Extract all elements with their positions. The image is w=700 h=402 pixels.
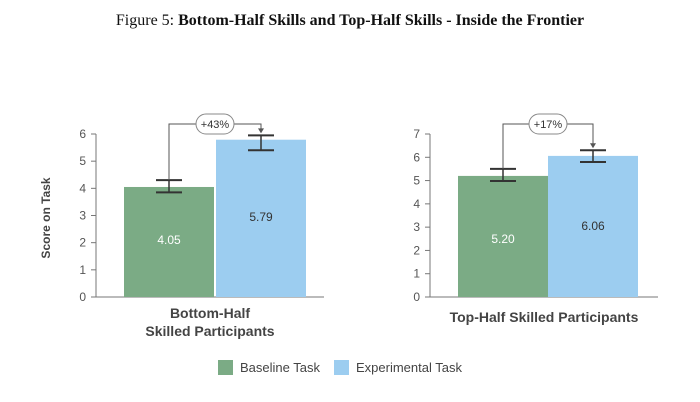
y-tick-label: 5 — [413, 174, 420, 188]
y-tick-label: 0 — [79, 290, 86, 304]
y-tick-label: 3 — [79, 209, 86, 223]
annotation-arrowhead — [590, 143, 596, 149]
data-label: 5.20 — [491, 232, 515, 246]
bar-experimental — [548, 155, 638, 297]
data-label: 4.05 — [157, 233, 181, 247]
y-tick-label: 3 — [413, 220, 420, 234]
bar-experimental — [216, 139, 306, 297]
y-tick-label: 2 — [413, 243, 420, 257]
legend: Baseline Task Experimental Task — [218, 360, 462, 375]
bar-baseline — [458, 175, 548, 297]
legend-swatch-baseline — [218, 360, 233, 375]
legend-swatch-experimental — [334, 360, 349, 375]
y-tick-label: 1 — [79, 263, 86, 277]
y-axis-label: Score on Task — [39, 177, 53, 258]
annotation-bubble — [195, 113, 235, 135]
y-tick-label: 1 — [413, 267, 420, 281]
y-tick-label: 2 — [79, 236, 86, 250]
annotation-bubble — [528, 113, 568, 135]
y-tick-label: 6 — [413, 150, 420, 164]
y-tick-label: 4 — [413, 197, 420, 211]
y-tick-label: 5 — [79, 154, 86, 168]
y-tick-label: 7 — [413, 127, 420, 141]
x-axis-label: Bottom-Half — [170, 305, 250, 321]
figure-title: Figure 5: Bottom-Half Skills and Top-Hal… — [0, 12, 700, 30]
legend-label: Baseline Task — [240, 360, 320, 375]
y-tick-label: 4 — [79, 181, 86, 195]
y-tick-label: 0 — [413, 290, 420, 304]
figure-prefix: Figure 5: — [115, 12, 179, 29]
y-tick-label: 6 — [79, 127, 86, 141]
data-label: 6.06 — [581, 219, 605, 233]
legend-label: Experimental Task — [356, 360, 462, 375]
chart-panel-top-half: 0 1 2 3 4 5 6 7 5.20 6.06 +17% Top-Half Skilled Par… — [413, 113, 658, 325]
annotation-label: +17% — [534, 119, 563, 131]
figure-title-text: Bottom-Half Skills and Top-Half Skills -… — [178, 12, 585, 29]
x-axis-label: Skilled Participants — [145, 323, 274, 339]
annotation-label: +43% — [201, 119, 230, 131]
annotation-arrowhead — [258, 128, 264, 134]
x-axis-label: Top-Half Skilled Participants — [450, 309, 639, 325]
bar-baseline — [124, 186, 214, 297]
chart-panel-bottom-half: 0 1 2 3 4 5 6 4.05 5.79 +43% Bottom-Half Skilled Pa… — [79, 113, 324, 339]
data-label: 5.79 — [249, 210, 273, 224]
